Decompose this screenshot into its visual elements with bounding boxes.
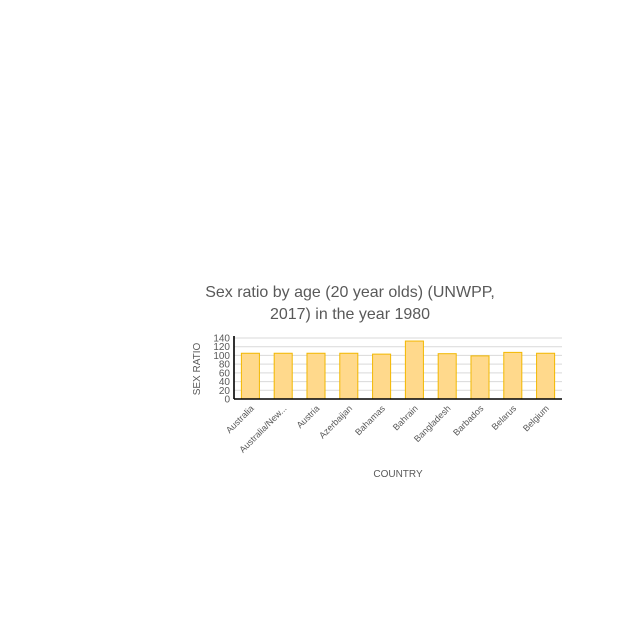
y-tick-label-60: 60 bbox=[219, 368, 231, 379]
y-tick-label-20: 20 bbox=[219, 386, 231, 397]
bar-australia-new bbox=[273, 352, 293, 400]
x-tick-label: Barbados bbox=[451, 403, 486, 438]
y-axis-title: SEX RATIO bbox=[192, 342, 203, 395]
bar-belgium bbox=[536, 352, 556, 400]
bar-azerbaijan bbox=[339, 352, 359, 400]
bars bbox=[240, 340, 556, 400]
x-tick-label: Austria bbox=[295, 403, 322, 430]
x-axis-title: COUNTRY bbox=[373, 469, 423, 480]
bar-bahrain bbox=[404, 340, 424, 400]
y-tick-label-120: 120 bbox=[213, 342, 230, 353]
axes bbox=[233, 336, 562, 400]
bar-belarus bbox=[503, 351, 523, 400]
y-tick-label-140: 140 bbox=[213, 334, 230, 345]
x-tick-label: Belarus bbox=[490, 403, 519, 432]
y-tick-label-40: 40 bbox=[219, 377, 231, 388]
chart-title-line-2: 2017) in the year 1980 bbox=[269, 306, 431, 323]
x-tick-label: Bahamas bbox=[353, 403, 387, 437]
bar-austria bbox=[306, 352, 326, 400]
bar-bahamas bbox=[372, 353, 392, 400]
x-tick-label: Azerbaijan bbox=[317, 403, 354, 440]
chart-title: Sex ratio by age (20 year olds) (UNWPP, … bbox=[200, 282, 500, 326]
x-tick-label: Belgium bbox=[521, 403, 551, 433]
bar-bangladesh bbox=[437, 353, 457, 400]
bar-barbados bbox=[470, 355, 490, 400]
y-tick-label-100: 100 bbox=[213, 351, 230, 362]
chart-title-line-1: Sex ratio by age (20 year olds) (UNWPP, bbox=[205, 284, 495, 301]
bar-australia bbox=[240, 352, 260, 400]
y-tick-label-80: 80 bbox=[219, 360, 231, 371]
y-tick-label-0: 0 bbox=[224, 395, 230, 406]
x-tick-label: Bahrain bbox=[391, 403, 420, 432]
x-tick-label: Australia bbox=[224, 403, 256, 435]
